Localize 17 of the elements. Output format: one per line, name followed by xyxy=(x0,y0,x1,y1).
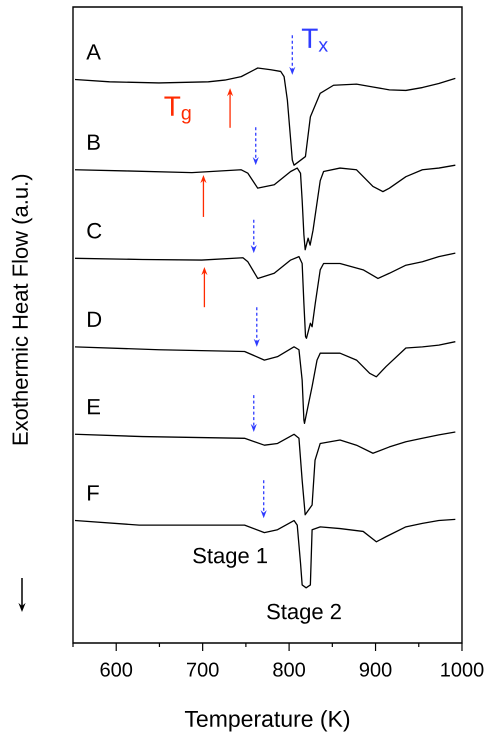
annotation: Stage 1 xyxy=(193,548,267,568)
x-tick-label: 600 xyxy=(100,662,132,677)
x-tick-label: 700 xyxy=(186,662,219,677)
annotation: T$_{g}$ xyxy=(164,96,191,124)
x-axis-title: Temperature (K) xyxy=(184,710,350,732)
series-label: E xyxy=(88,399,100,414)
text: T$_{x}$ xyxy=(302,28,328,52)
x-tick-label: 1000 xyxy=(441,662,484,677)
x-tick-label: 900 xyxy=(360,662,392,677)
series-label: A xyxy=(86,44,101,60)
series-label: D xyxy=(88,312,102,327)
x-tick-label: 800 xyxy=(273,662,305,677)
series-label: F xyxy=(88,485,99,500)
series-label: B xyxy=(88,134,100,150)
series-label: C xyxy=(87,222,102,239)
annotation: Stage 2 xyxy=(267,604,341,624)
y-axis-title: Exothermic Heat Flow (a.u.) xyxy=(12,174,32,444)
